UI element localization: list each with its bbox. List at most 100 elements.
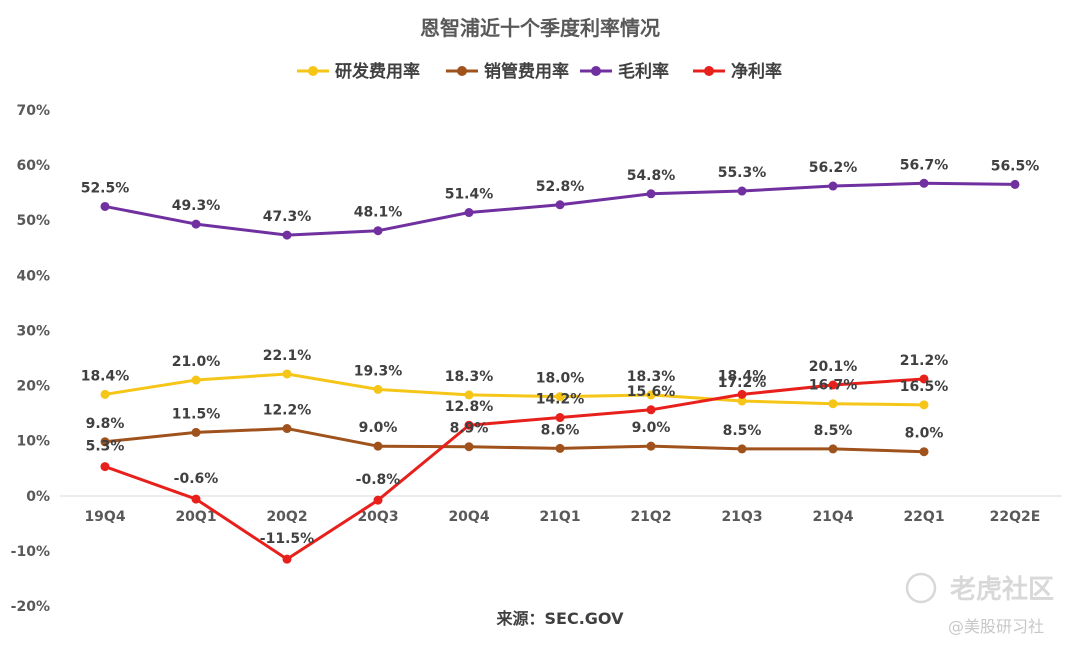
x-tick-label: 22Q1 [903, 509, 944, 525]
data-point [646, 390, 656, 400]
y-tick-label: 60% [16, 158, 50, 174]
data-label: 8.6% [541, 422, 580, 438]
data-point [737, 186, 747, 196]
data-label: 56.5% [991, 158, 1040, 174]
data-point [373, 226, 383, 236]
data-point [919, 447, 929, 457]
legend-label: 销管费用率 [484, 61, 569, 82]
data-point [464, 420, 474, 430]
y-tick-label: 10% [16, 434, 50, 450]
data-point [646, 189, 656, 199]
legend-marker [308, 66, 318, 76]
data-point [737, 444, 747, 454]
x-tick-label: 22Q2E [990, 509, 1041, 525]
data-label: 56.7% [900, 157, 949, 173]
data-label: 14.2% [536, 392, 585, 408]
data-label: 11.5% [172, 406, 221, 422]
data-label: 5.3% [86, 439, 125, 455]
data-point [828, 399, 838, 409]
series-line [104, 427, 925, 454]
series-line [104, 372, 925, 407]
data-point [191, 494, 201, 504]
data-point [919, 374, 929, 384]
legend-marker [704, 66, 714, 76]
data-point [100, 462, 110, 472]
y-tick-label: 50% [16, 213, 50, 229]
data-point [828, 380, 838, 390]
data-label: 52.8% [536, 179, 585, 195]
data-label: 20.1% [809, 359, 858, 375]
data-label: 8.5% [723, 423, 762, 439]
y-tick-label: -20% [11, 599, 50, 615]
data-label: 48.1% [354, 205, 403, 221]
data-point [282, 424, 292, 434]
x-tick-label: 19Q4 [84, 509, 125, 525]
data-label: 21.0% [172, 354, 221, 370]
data-label: 49.3% [172, 198, 221, 214]
x-axis: 19Q4 20Q1 20Q2 20Q3 20Q4 21Q1 21Q2 21Q3 21Q4 22Q1… [84, 509, 1040, 525]
y-tick-label: 20% [16, 379, 50, 395]
data-point [737, 389, 747, 399]
data-label: 8.0% [905, 426, 944, 442]
data-point [282, 554, 292, 564]
data-label: 15.6% [627, 384, 676, 400]
data-point [919, 400, 929, 410]
data-label: -0.6% [174, 471, 219, 487]
x-tick-label: 20Q4 [448, 509, 489, 525]
data-label: 9.0% [632, 420, 671, 436]
data-point [737, 396, 747, 406]
data-label: -11.5% [260, 531, 314, 547]
data-label: 18.3% [627, 369, 676, 385]
data-label: 56.2% [809, 160, 858, 176]
legend-marker [591, 66, 601, 76]
data-point [191, 427, 201, 437]
y-tick-label: 70% [16, 103, 50, 119]
x-tick-label: 21Q3 [721, 509, 762, 525]
data-label: 47.3% [263, 209, 312, 225]
data-point [373, 495, 383, 505]
data-point [464, 442, 474, 452]
data-label: 19.3% [354, 363, 403, 379]
data-point [373, 384, 383, 394]
data-label: 22.1% [263, 348, 312, 364]
data-point [555, 200, 565, 210]
data-label: 8.5% [814, 423, 853, 439]
x-tick-label: 21Q4 [812, 509, 853, 525]
data-label: 54.8% [627, 168, 676, 184]
data-point [100, 389, 110, 399]
series-group [100, 178, 1020, 564]
data-point [373, 441, 383, 451]
data-point [191, 219, 201, 229]
data-label: 21.2% [900, 353, 949, 369]
data-label: 52.5% [81, 180, 130, 196]
data-label: 9.8% [86, 416, 125, 432]
data-point [282, 230, 292, 240]
y-tick-label: 30% [16, 323, 50, 339]
data-point [555, 413, 565, 423]
watermark-sub-text: @美股研习社 [948, 617, 1044, 636]
data-labels: 18.4% 21.0% 22.1% 19.3% 18.3% 18.0% 18.3% 17.2%… [81, 157, 1040, 547]
data-point [191, 375, 201, 385]
data-point [100, 201, 110, 211]
watermark-logo-text: 老虎社区 [950, 574, 1054, 605]
data-point [828, 444, 838, 454]
y-tick-label: -10% [11, 544, 50, 560]
data-label: 18.4% [718, 368, 767, 384]
data-label: 18.3% [445, 369, 494, 385]
data-point [828, 181, 838, 191]
tiger-logo-icon [905, 572, 937, 604]
data-label: 17.2% [718, 375, 767, 391]
x-tick-label: 20Q1 [175, 509, 216, 525]
data-label: 9.0% [359, 420, 398, 436]
data-point [646, 441, 656, 451]
chart-title: 恩智浦近十个季度利率情况 [420, 16, 660, 40]
legend-label: 研发费用率 [335, 61, 420, 82]
data-point [464, 390, 474, 400]
y-axis: 70% 60% 50% 40% 30% 20% 10% 0% -10% -20% [11, 103, 50, 615]
watermark: 老虎社区 @美股研习社 [905, 572, 1054, 636]
data-label: 8.9% [450, 421, 489, 437]
x-tick-label: 20Q2 [266, 509, 307, 525]
series-line [104, 377, 925, 561]
data-point [555, 443, 565, 453]
